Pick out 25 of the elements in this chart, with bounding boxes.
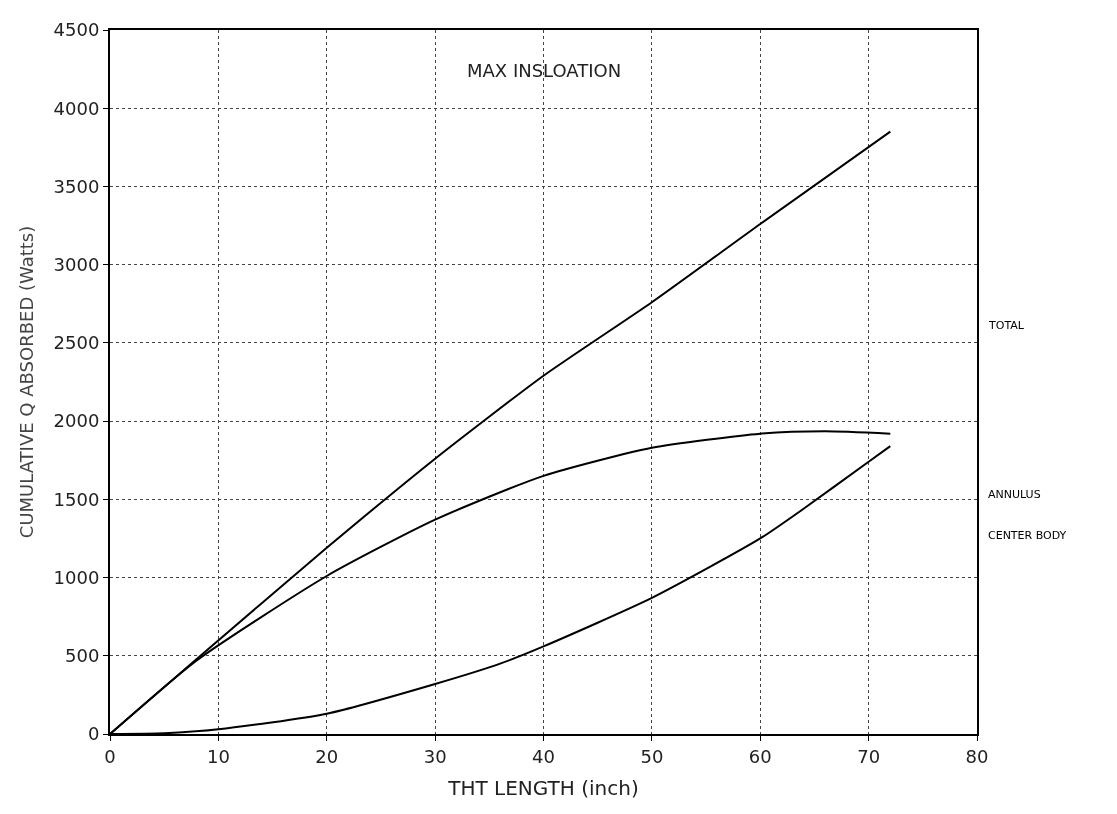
text: ANNULUS: [988, 488, 1041, 501]
y-tick-label: 3000: [53, 253, 100, 275]
y-tick-label: 0: [87, 723, 100, 745]
y-tick-label: 2500: [53, 332, 100, 354]
x-tick-label: 40: [532, 745, 555, 767]
y-tick-label: 500: [65, 645, 100, 667]
x-tick-label: 10: [206, 745, 230, 767]
y-tick-label: 1500: [53, 488, 100, 510]
y-tick-label: 4500: [53, 19, 100, 41]
x-tick-label: 20: [315, 745, 339, 767]
x-tick-label: 60: [748, 745, 772, 767]
text: CENTER BODY: [988, 529, 1067, 542]
y-tick-label: 4000: [53, 97, 100, 119]
text: TOTAL: [988, 319, 1025, 332]
x-axis-title: THT LENGTH (inch): [447, 775, 639, 800]
x-tick-label: 80: [965, 745, 989, 767]
x-tick-label: 70: [857, 745, 881, 767]
y-tick-label: 1000: [53, 566, 100, 588]
y-tick-label: 2000: [53, 410, 100, 432]
y-tick-label: 3500: [53, 175, 100, 197]
y-axis-title: CUMULATIVE Q ABSORBED (Watts): [16, 225, 38, 539]
x-tick-label: 30: [423, 745, 447, 767]
x-tick-label: 50: [640, 745, 664, 767]
text: MAX INSLOATION: [467, 60, 622, 81]
x-tick-label: 0: [104, 745, 116, 767]
